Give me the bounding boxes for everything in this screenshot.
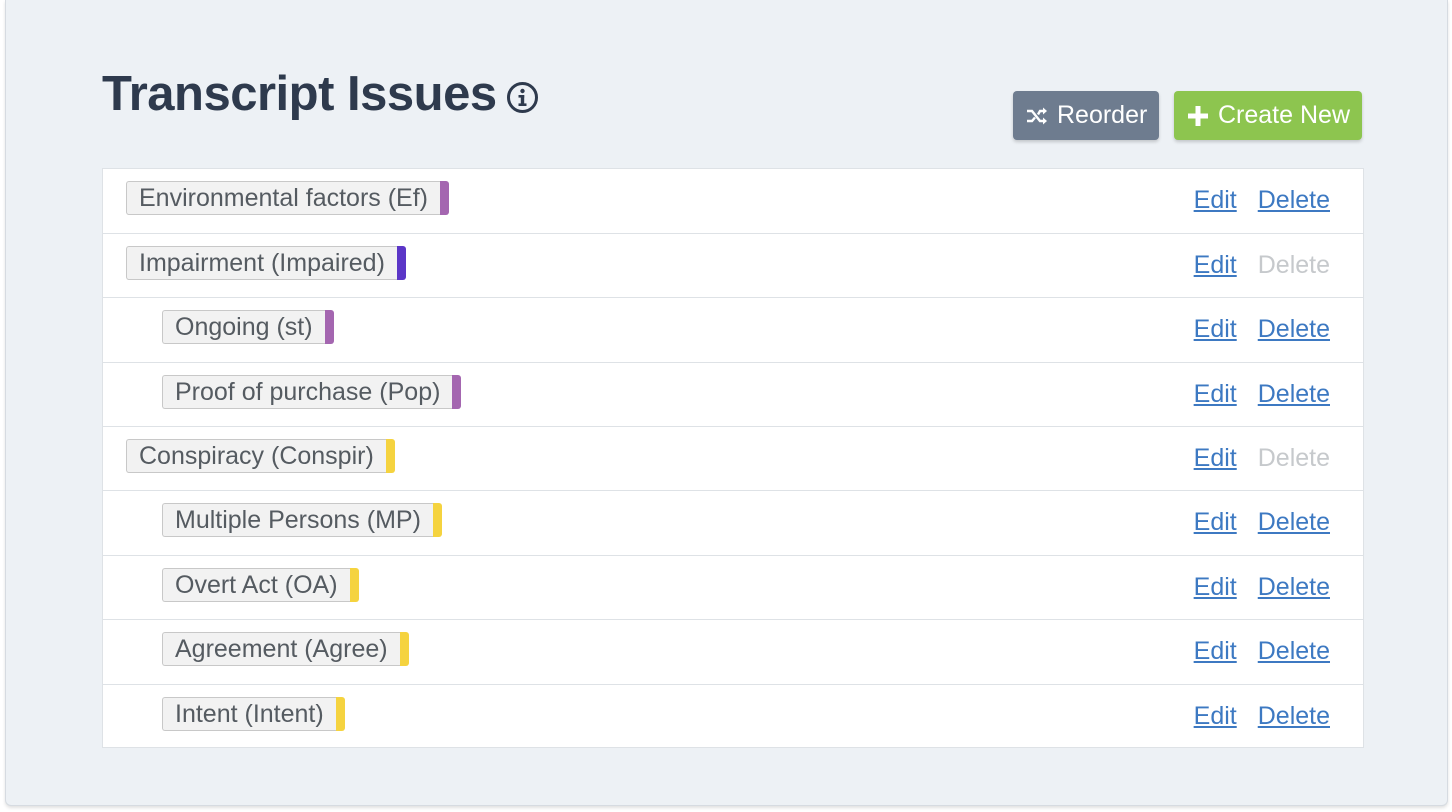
edit-link[interactable]: Edit xyxy=(1193,508,1237,536)
issue-row: Ongoing (st) Edit Delete xyxy=(103,297,1363,361)
issue-row: Environmental factors (Ef) Edit Delete xyxy=(103,169,1363,233)
issue-row: Overt Act (OA) Edit Delete xyxy=(103,555,1363,619)
edit-link[interactable]: Edit xyxy=(1193,186,1237,214)
delete-link[interactable]: Delete xyxy=(1257,637,1330,665)
edit-link[interactable]: Edit xyxy=(1193,444,1237,472)
issue-row: Agreement (Agree) Edit Delete xyxy=(103,619,1363,683)
issue-color-swatch xyxy=(432,503,442,537)
delete-link[interactable]: Delete xyxy=(1257,702,1330,730)
create-new-button[interactable]: Create New xyxy=(1174,91,1362,140)
issue-tag: Multiple Persons (MP) xyxy=(162,503,442,537)
edit-link[interactable]: Edit xyxy=(1193,251,1237,279)
issue-color-swatch xyxy=(335,697,345,731)
issue-color-swatch xyxy=(440,181,449,215)
edit-link[interactable]: Edit xyxy=(1193,637,1237,665)
issue-tag: Conspiracy (Conspir) xyxy=(126,439,395,473)
create-new-button-label: Create New xyxy=(1218,101,1350,129)
issue-tag-label: Ongoing (st) xyxy=(162,310,325,344)
issue-row: Conspiracy (Conspir) Edit Delete xyxy=(103,426,1363,490)
issue-tag-label: Proof of purchase (Pop) xyxy=(162,375,453,409)
issue-tag-label: Overt Act (OA) xyxy=(162,568,350,602)
issue-color-swatch xyxy=(385,439,395,473)
issue-list: Environmental factors (Ef) Edit Delete Impa… xyxy=(102,168,1364,748)
edit-link[interactable]: Edit xyxy=(1193,380,1237,408)
issue-row: Intent (Intent) Edit Delete xyxy=(103,684,1363,748)
issue-actions: Edit Delete xyxy=(1194,184,1330,216)
edit-link[interactable]: Edit xyxy=(1193,573,1237,601)
issue-actions: Edit Delete xyxy=(1194,378,1330,410)
issue-tag-label: Environmental factors (Ef) xyxy=(126,181,440,215)
reorder-button-label: Reorder xyxy=(1057,101,1148,129)
issues-panel: Transcript Issues Reorder Create New Env… xyxy=(5,0,1448,806)
delete-link[interactable]: Delete xyxy=(1257,186,1330,214)
reorder-button[interactable]: Reorder xyxy=(1013,91,1159,140)
issue-color-swatch xyxy=(452,375,462,409)
issue-actions: Edit Delete xyxy=(1194,313,1330,345)
issue-tag: Environmental factors (Ef) xyxy=(126,181,449,215)
info-icon[interactable] xyxy=(506,81,539,114)
issue-actions: Edit Delete xyxy=(1194,571,1330,603)
plus-icon xyxy=(1188,105,1208,126)
issue-tag: Overt Act (OA) xyxy=(162,568,359,602)
issue-row: Impairment (Impaired) Edit Delete xyxy=(103,233,1363,297)
issue-tag: Ongoing (st) xyxy=(162,310,334,344)
issue-actions: Edit Delete xyxy=(1194,635,1330,667)
delete-link[interactable]: Delete xyxy=(1257,315,1330,343)
issue-actions: Edit Delete xyxy=(1194,700,1330,732)
issue-tag: Impairment (Impaired) xyxy=(126,246,406,280)
delete-link[interactable]: Delete xyxy=(1257,380,1330,408)
issue-tag-label: Agreement (Agree) xyxy=(162,632,400,666)
delete-link-disabled: Delete xyxy=(1257,444,1330,472)
issue-color-swatch xyxy=(399,632,409,666)
issue-tag-label: Conspiracy (Conspir) xyxy=(126,439,386,473)
issue-row: Multiple Persons (MP) Edit Delete xyxy=(103,490,1363,554)
edit-link[interactable]: Edit xyxy=(1193,315,1237,343)
page-title: Transcript Issues xyxy=(102,67,497,121)
issue-color-swatch xyxy=(396,246,406,280)
edit-link[interactable]: Edit xyxy=(1193,702,1237,730)
issue-color-swatch xyxy=(349,568,359,602)
issue-tag: Agreement (Agree) xyxy=(162,632,409,666)
issue-color-swatch xyxy=(324,310,334,344)
issue-actions: Edit Delete xyxy=(1194,506,1330,538)
issue-actions: Edit Delete xyxy=(1194,442,1330,474)
issue-actions: Edit Delete xyxy=(1194,249,1330,281)
delete-link-disabled: Delete xyxy=(1257,251,1330,279)
issue-tag: Proof of purchase (Pop) xyxy=(162,375,462,409)
shuffle-icon xyxy=(1027,107,1047,124)
issue-row: Proof of purchase (Pop) Edit Delete xyxy=(103,362,1363,426)
delete-link[interactable]: Delete xyxy=(1257,573,1330,601)
issue-tag: Intent (Intent) xyxy=(162,697,345,731)
issue-tag-label: Multiple Persons (MP) xyxy=(162,503,433,537)
delete-link[interactable]: Delete xyxy=(1257,508,1330,536)
issue-tag-label: Intent (Intent) xyxy=(162,697,336,731)
issue-tag-label: Impairment (Impaired) xyxy=(126,246,397,280)
